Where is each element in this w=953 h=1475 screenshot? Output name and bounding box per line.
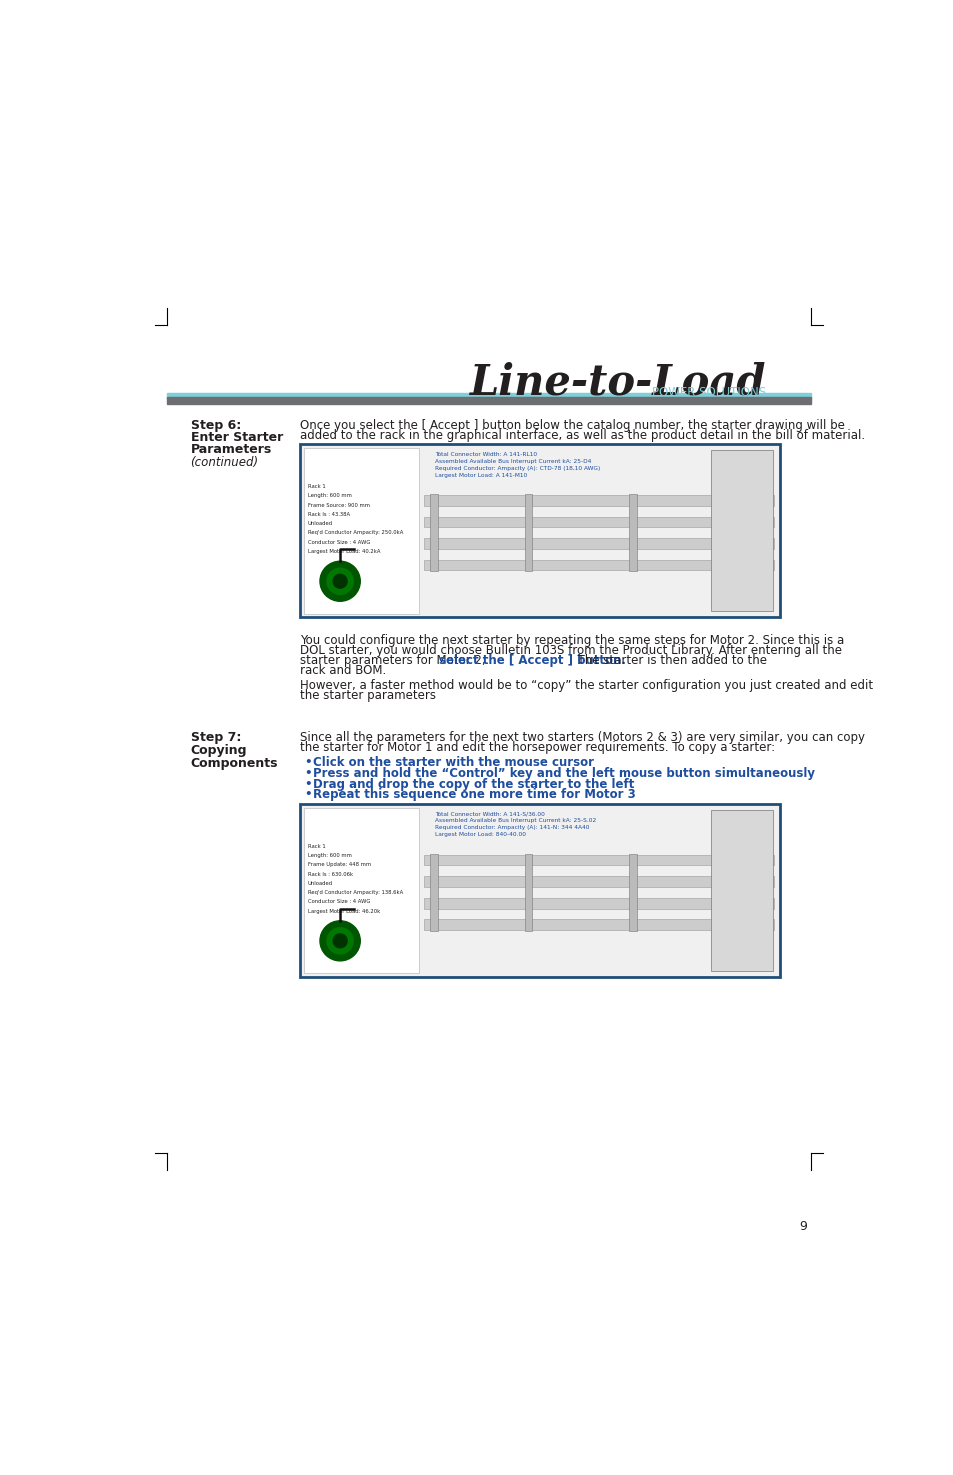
Text: POWER SOLUTIONS: POWER SOLUTIONS <box>652 386 765 400</box>
Bar <box>710 810 772 971</box>
Text: Press and hold the “Control” key and the left mouse button simultaneously: Press and hold the “Control” key and the… <box>313 767 814 780</box>
Text: Repeat this sequence one more time for Motor 3: Repeat this sequence one more time for M… <box>313 788 635 801</box>
Bar <box>423 898 773 909</box>
Text: Req'd Conductor Ampacity: 250.0kA: Req'd Conductor Ampacity: 250.0kA <box>307 531 402 535</box>
Bar <box>304 448 418 614</box>
Text: •: • <box>304 777 312 791</box>
Text: Click on the starter with the mouse cursor: Click on the starter with the mouse curs… <box>313 757 594 768</box>
Text: the starter for Motor 1 and edit the horsepower requirements. To copy a starter:: the starter for Motor 1 and edit the hor… <box>299 740 774 754</box>
Circle shape <box>333 934 347 948</box>
Text: Conductor Size : 4 AWG: Conductor Size : 4 AWG <box>307 900 370 904</box>
Text: (continued): (continued) <box>191 456 258 469</box>
Text: Rack 1: Rack 1 <box>307 844 325 848</box>
Text: Step 7:: Step 7: <box>191 730 241 743</box>
Bar <box>423 516 773 528</box>
Text: 9: 9 <box>799 1220 806 1233</box>
Bar <box>423 919 773 931</box>
Text: Largest Motor Load: A 141-M10: Largest Motor Load: A 141-M10 <box>435 472 527 478</box>
Bar <box>423 538 773 549</box>
Text: Largest Motor Load: 46.20k: Largest Motor Load: 46.20k <box>307 909 379 913</box>
Bar <box>629 854 637 931</box>
Bar <box>423 854 773 866</box>
Text: •: • <box>304 767 312 780</box>
Text: •: • <box>304 788 312 801</box>
Circle shape <box>327 928 353 954</box>
Text: Frame Source: 900 mm: Frame Source: 900 mm <box>307 503 369 507</box>
Text: Required Conductor: Ampacity (A): CTD-78 (18,10 AWG): Required Conductor: Ampacity (A): CTD-78… <box>435 466 600 471</box>
Bar <box>430 494 437 571</box>
Text: Copying: Copying <box>191 743 247 757</box>
Text: the starter parameters: the starter parameters <box>299 689 436 702</box>
Text: Length: 600 mm: Length: 600 mm <box>307 853 351 858</box>
Text: Since all the parameters for the next two starters (Motors 2 & 3) are very simil: Since all the parameters for the next tw… <box>299 730 864 743</box>
Bar <box>304 808 418 974</box>
Text: Total Connector Width: A 141-S/36.00: Total Connector Width: A 141-S/36.00 <box>435 811 545 817</box>
Text: The starter is then added to the: The starter is then added to the <box>569 655 765 667</box>
Circle shape <box>333 574 347 589</box>
Text: Line-to-Load: Line-to-Load <box>470 361 765 404</box>
Bar <box>167 397 810 404</box>
Text: Rack Is : 630.06k: Rack Is : 630.06k <box>307 872 353 876</box>
Text: Frame Update: 448 mm: Frame Update: 448 mm <box>307 863 371 867</box>
Text: Assembled Available Bus Interrupt Current kA: 25-S.02: Assembled Available Bus Interrupt Curren… <box>435 819 596 823</box>
Bar <box>524 854 532 931</box>
Bar <box>423 559 773 571</box>
Text: However, a faster method would be to “copy” the starter configuration you just c: However, a faster method would be to “co… <box>299 678 872 692</box>
Circle shape <box>327 568 353 594</box>
Text: Rack Is : 43.38A: Rack Is : 43.38A <box>307 512 350 516</box>
Text: Enter Starter: Enter Starter <box>191 431 282 444</box>
Bar <box>629 494 637 571</box>
Text: Req'd Conductor Ampacity: 138.6kA: Req'd Conductor Ampacity: 138.6kA <box>307 889 402 895</box>
Text: Largest Motor Load: 40.2kA: Largest Motor Load: 40.2kA <box>307 549 379 555</box>
Text: Step 6:: Step 6: <box>191 419 240 432</box>
Text: Largest Motor Load: 840-40.00: Largest Motor Load: 840-40.00 <box>435 832 526 838</box>
Bar <box>524 494 532 571</box>
Text: added to the rack in the graphical interface, as well as the product detail in t: added to the rack in the graphical inter… <box>299 429 864 442</box>
Text: Total Connector Width: A 141-RL10: Total Connector Width: A 141-RL10 <box>435 451 537 457</box>
Text: Required Conductor: Ampacity (A): 141-N: 344 4A40: Required Conductor: Ampacity (A): 141-N:… <box>435 826 589 830</box>
Text: Unloaded: Unloaded <box>307 881 333 886</box>
Bar <box>710 450 772 611</box>
Text: Conductor Size : 4 AWG: Conductor Size : 4 AWG <box>307 540 370 544</box>
Text: You could configure the next starter by repeating the same steps for Motor 2. Si: You could configure the next starter by … <box>299 634 843 648</box>
Circle shape <box>319 920 360 960</box>
Text: Length: 600 mm: Length: 600 mm <box>307 494 351 499</box>
Text: Parameters: Parameters <box>191 444 272 456</box>
Text: Rack 1: Rack 1 <box>307 484 325 490</box>
Text: rack and BOM.: rack and BOM. <box>299 664 386 677</box>
Text: Unloaded: Unloaded <box>307 521 333 527</box>
Bar <box>299 444 780 618</box>
Bar <box>430 854 437 931</box>
Text: DOL starter, you would choose Bulletin 103S from the Product Library. After ente: DOL starter, you would choose Bulletin 1… <box>299 645 841 658</box>
Text: select the [ Accept ] button.: select the [ Accept ] button. <box>439 655 626 667</box>
Bar <box>423 496 773 506</box>
Text: starter parameters for Motor 2,: starter parameters for Motor 2, <box>299 655 489 667</box>
Text: Drag and drop the copy of the starter to the left: Drag and drop the copy of the starter to… <box>313 777 634 791</box>
Circle shape <box>319 560 360 602</box>
Bar <box>299 804 780 976</box>
Text: Once you select the [ Accept ] button below the catalog number, the starter draw: Once you select the [ Accept ] button be… <box>299 419 843 432</box>
Text: Assembled Available Bus Interrupt Current kA: 25-D4: Assembled Available Bus Interrupt Curren… <box>435 459 591 463</box>
Text: •: • <box>304 757 312 768</box>
Text: Components: Components <box>191 757 277 770</box>
Bar <box>167 394 810 398</box>
Bar <box>423 876 773 886</box>
